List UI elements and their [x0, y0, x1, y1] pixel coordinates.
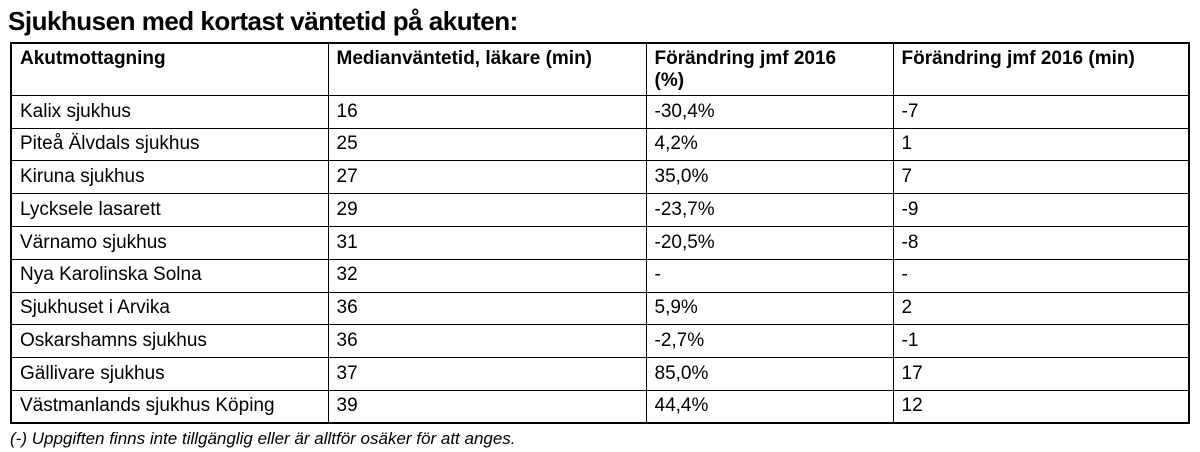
- page-title: Sjukhusen med kortast väntetid på akuten…: [8, 6, 518, 36]
- cell-change-percent: -30,4%: [645, 94, 894, 129]
- table-row: Piteå Älvdals sjukhus 25 4,2% 1: [10, 127, 1190, 162]
- cell-median-wait: 36: [327, 324, 647, 359]
- cell-median-wait: 32: [327, 258, 647, 293]
- cell-hospital-name: Värnamo sjukhus: [10, 226, 329, 260]
- table-row: Värnamo sjukhus 31 -20,5% -8: [10, 226, 1190, 260]
- cell-hospital-name: Gällivare sjukhus: [10, 357, 329, 391]
- table-row: Kiruna sjukhus 27 35,0% 7: [10, 160, 1190, 195]
- cell-hospital-name: Oskarshamns sjukhus: [10, 324, 329, 359]
- cell-change-percent: 4,2%: [645, 127, 894, 162]
- cell-change-percent: 44,4%: [645, 389, 894, 424]
- cell-median-wait: 37: [327, 357, 647, 391]
- cell-hospital-name: Kiruna sjukhus: [10, 160, 329, 195]
- col-header-medianvantetid: Medianväntetid, läkare (min): [327, 42, 647, 96]
- cell-median-wait: 25: [327, 127, 647, 162]
- cell-change-min: -7: [892, 94, 1190, 129]
- footnote: (-) Uppgiften finns inte tillgänglig ell…: [10, 429, 516, 449]
- col-header-akutmottagning: Akutmottagning: [10, 42, 329, 96]
- cell-hospital-name: Västmanlands sjukhus Köping: [10, 389, 329, 424]
- table-row: Västmanlands sjukhus Köping 39 44,4% 12: [10, 389, 1190, 424]
- cell-median-wait: 31: [327, 226, 647, 260]
- er-wait-time-table: Akutmottagning Medianväntetid, läkare (m…: [10, 42, 1190, 425]
- table-row: Gällivare sjukhus 37 85,0% 17: [10, 357, 1190, 391]
- table-row: Nya Karolinska Solna 32 - -: [10, 258, 1190, 293]
- cell-hospital-name: Nya Karolinska Solna: [10, 258, 329, 293]
- cell-change-percent: 85,0%: [645, 357, 894, 391]
- cell-change-percent: 5,9%: [645, 291, 894, 326]
- table-row: Sjukhuset i Arvika 36 5,9% 2: [10, 291, 1190, 326]
- cell-change-min: 17: [892, 357, 1190, 391]
- table-row: Lycksele lasarett 29 -23,7% -9: [10, 193, 1190, 227]
- cell-median-wait: 27: [327, 160, 647, 195]
- cell-hospital-name: Piteå Älvdals sjukhus: [10, 127, 329, 162]
- cell-change-percent: -2,7%: [645, 324, 894, 359]
- table-header-row: Akutmottagning Medianväntetid, läkare (m…: [10, 42, 1190, 96]
- cell-change-min: 7: [892, 160, 1190, 195]
- table-row: Oskarshamns sjukhus 36 -2,7% -1: [10, 324, 1190, 359]
- cell-change-percent: -20,5%: [645, 226, 894, 260]
- cell-median-wait: 29: [327, 193, 647, 227]
- cell-median-wait: 36: [327, 291, 647, 326]
- cell-change-min: -9: [892, 193, 1190, 227]
- cell-median-wait: 39: [327, 389, 647, 424]
- cell-change-min: 1: [892, 127, 1190, 162]
- col-header-forandring-procent: Förändring jmf 2016 (%): [645, 42, 894, 96]
- cell-change-min: 12: [892, 389, 1190, 424]
- cell-change-percent: -: [645, 258, 894, 293]
- cell-change-percent: 35,0%: [645, 160, 894, 195]
- cell-hospital-name: Sjukhuset i Arvika: [10, 291, 329, 326]
- cell-change-min: -: [892, 258, 1190, 293]
- cell-change-percent: -23,7%: [645, 193, 894, 227]
- cell-change-min: -8: [892, 226, 1190, 260]
- cell-hospital-name: Lycksele lasarett: [10, 193, 329, 227]
- cell-hospital-name: Kalix sjukhus: [10, 94, 329, 129]
- table-row: Kalix sjukhus 16 -30,4% -7: [10, 94, 1190, 129]
- cell-median-wait: 16: [327, 94, 647, 129]
- cell-change-min: -1: [892, 324, 1190, 359]
- cell-change-min: 2: [892, 291, 1190, 326]
- col-header-forandring-min: Förändring jmf 2016 (min): [892, 42, 1190, 96]
